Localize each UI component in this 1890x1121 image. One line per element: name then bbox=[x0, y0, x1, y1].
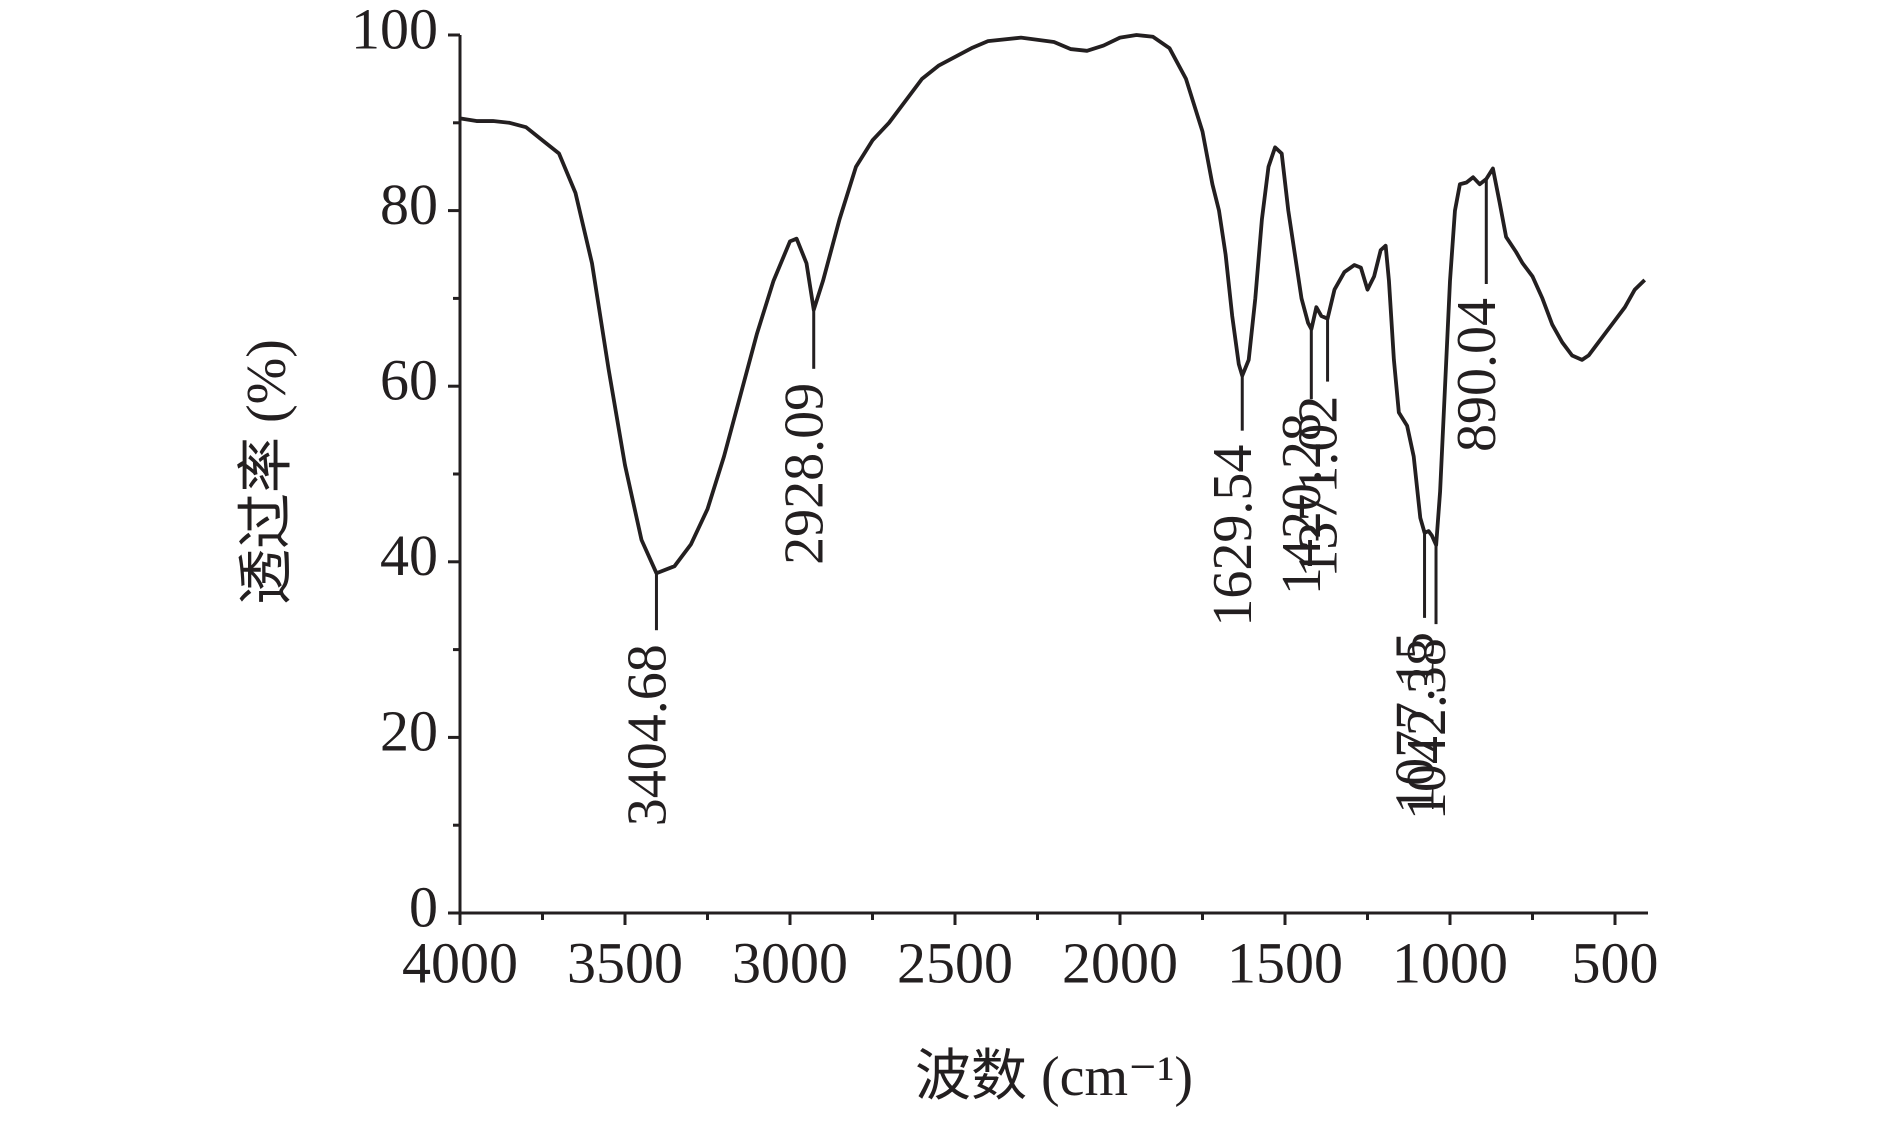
spectrum-line bbox=[459, 33, 1647, 576]
x-tick-label: 500 bbox=[1572, 930, 1659, 995]
x-tick-label: 3500 bbox=[567, 930, 683, 995]
x-tick-label: 1500 bbox=[1227, 930, 1343, 995]
peak-label: 890.04 bbox=[1446, 298, 1508, 452]
x-tick-label: 3000 bbox=[732, 930, 848, 995]
y-tick-label: 40 bbox=[380, 523, 438, 588]
x-tick-label: 2000 bbox=[1062, 930, 1178, 995]
peak-label: 2928.09 bbox=[774, 383, 836, 565]
y-axis-label: 透过率 (%) bbox=[236, 339, 298, 605]
peak-label: 1042.38 bbox=[1396, 638, 1458, 820]
y-tick-label: 60 bbox=[380, 348, 438, 413]
x-tick-label: 4000 bbox=[402, 930, 518, 995]
x-tick-label: 1000 bbox=[1392, 930, 1508, 995]
x-axis-label: 波数 (cm⁻¹) bbox=[915, 1046, 1193, 1108]
peak-label: 1629.54 bbox=[1202, 445, 1264, 627]
peak-label: 3404.68 bbox=[616, 644, 678, 826]
peak-label: 1371.02 bbox=[1287, 396, 1349, 578]
y-tick-label: 0 bbox=[409, 874, 438, 939]
peak-label: 1420.28 bbox=[1271, 413, 1333, 595]
y-tick-label: 20 bbox=[380, 699, 438, 764]
y-tick-label: 80 bbox=[380, 172, 438, 237]
peak-label: 1077.15 bbox=[1384, 632, 1446, 814]
x-tick-label: 2500 bbox=[897, 930, 1013, 995]
y-tick-label: 100 bbox=[351, 0, 438, 61]
